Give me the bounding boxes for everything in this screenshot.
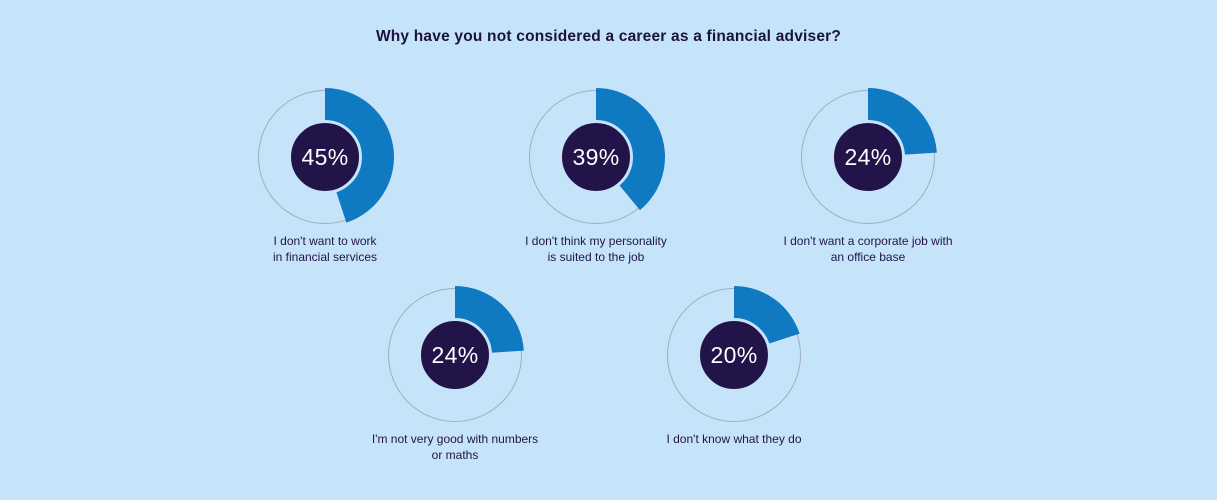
donut-label-line: an office base: [830, 249, 906, 264]
donut-label: I don't think my personality is suited t…: [525, 234, 667, 265]
donut-label-line: in financial services: [272, 249, 378, 264]
donut-chart: 24%: [385, 285, 525, 425]
percentage-value: 24%: [844, 143, 892, 170]
donut-label: I don't know what they do: [666, 432, 801, 448]
donut-label-line: or maths: [431, 447, 479, 462]
donut-label-line: I don't want to work: [273, 234, 377, 248]
donut-label: I don't want to work in financial servic…: [273, 234, 377, 265]
donut-chart-item: 20% I don't know what they do: [614, 285, 854, 448]
donut-chart-item: 45% I don't want to work in financial se…: [205, 87, 445, 265]
donut-label-line: I don't think my personality: [525, 234, 667, 248]
donut-chart: 24%: [798, 87, 938, 227]
donut-chart-item: 24% I'm not very good with numbers or ma…: [335, 285, 575, 463]
donut-label-line: I don't want a corporate job with: [783, 234, 953, 248]
donut-label-line: I don't know what they do: [666, 432, 802, 446]
percentage-value: 24%: [431, 341, 479, 368]
donut-chart: 45%: [255, 87, 395, 227]
percentage-value: 39%: [572, 143, 620, 170]
donut-label: I don't want a corporate job with an off…: [783, 234, 952, 265]
donut-chart: 39%: [526, 87, 666, 227]
donut-label-line: I'm not very good with numbers: [371, 432, 539, 446]
donut-label: I'm not very good with numbers or maths: [372, 432, 538, 463]
percentage-value: 20%: [710, 341, 758, 368]
chart-title: Why have you not considered a career as …: [375, 28, 842, 45]
donut-chart-item: 39% I don't think my personality is suit…: [476, 87, 716, 265]
donut-chart-item: 24% I don't want a corporate job with an…: [748, 87, 988, 265]
donut-chart: 20%: [664, 285, 804, 425]
donut-label-line: is suited to the job: [547, 249, 645, 264]
percentage-value: 45%: [301, 143, 349, 170]
